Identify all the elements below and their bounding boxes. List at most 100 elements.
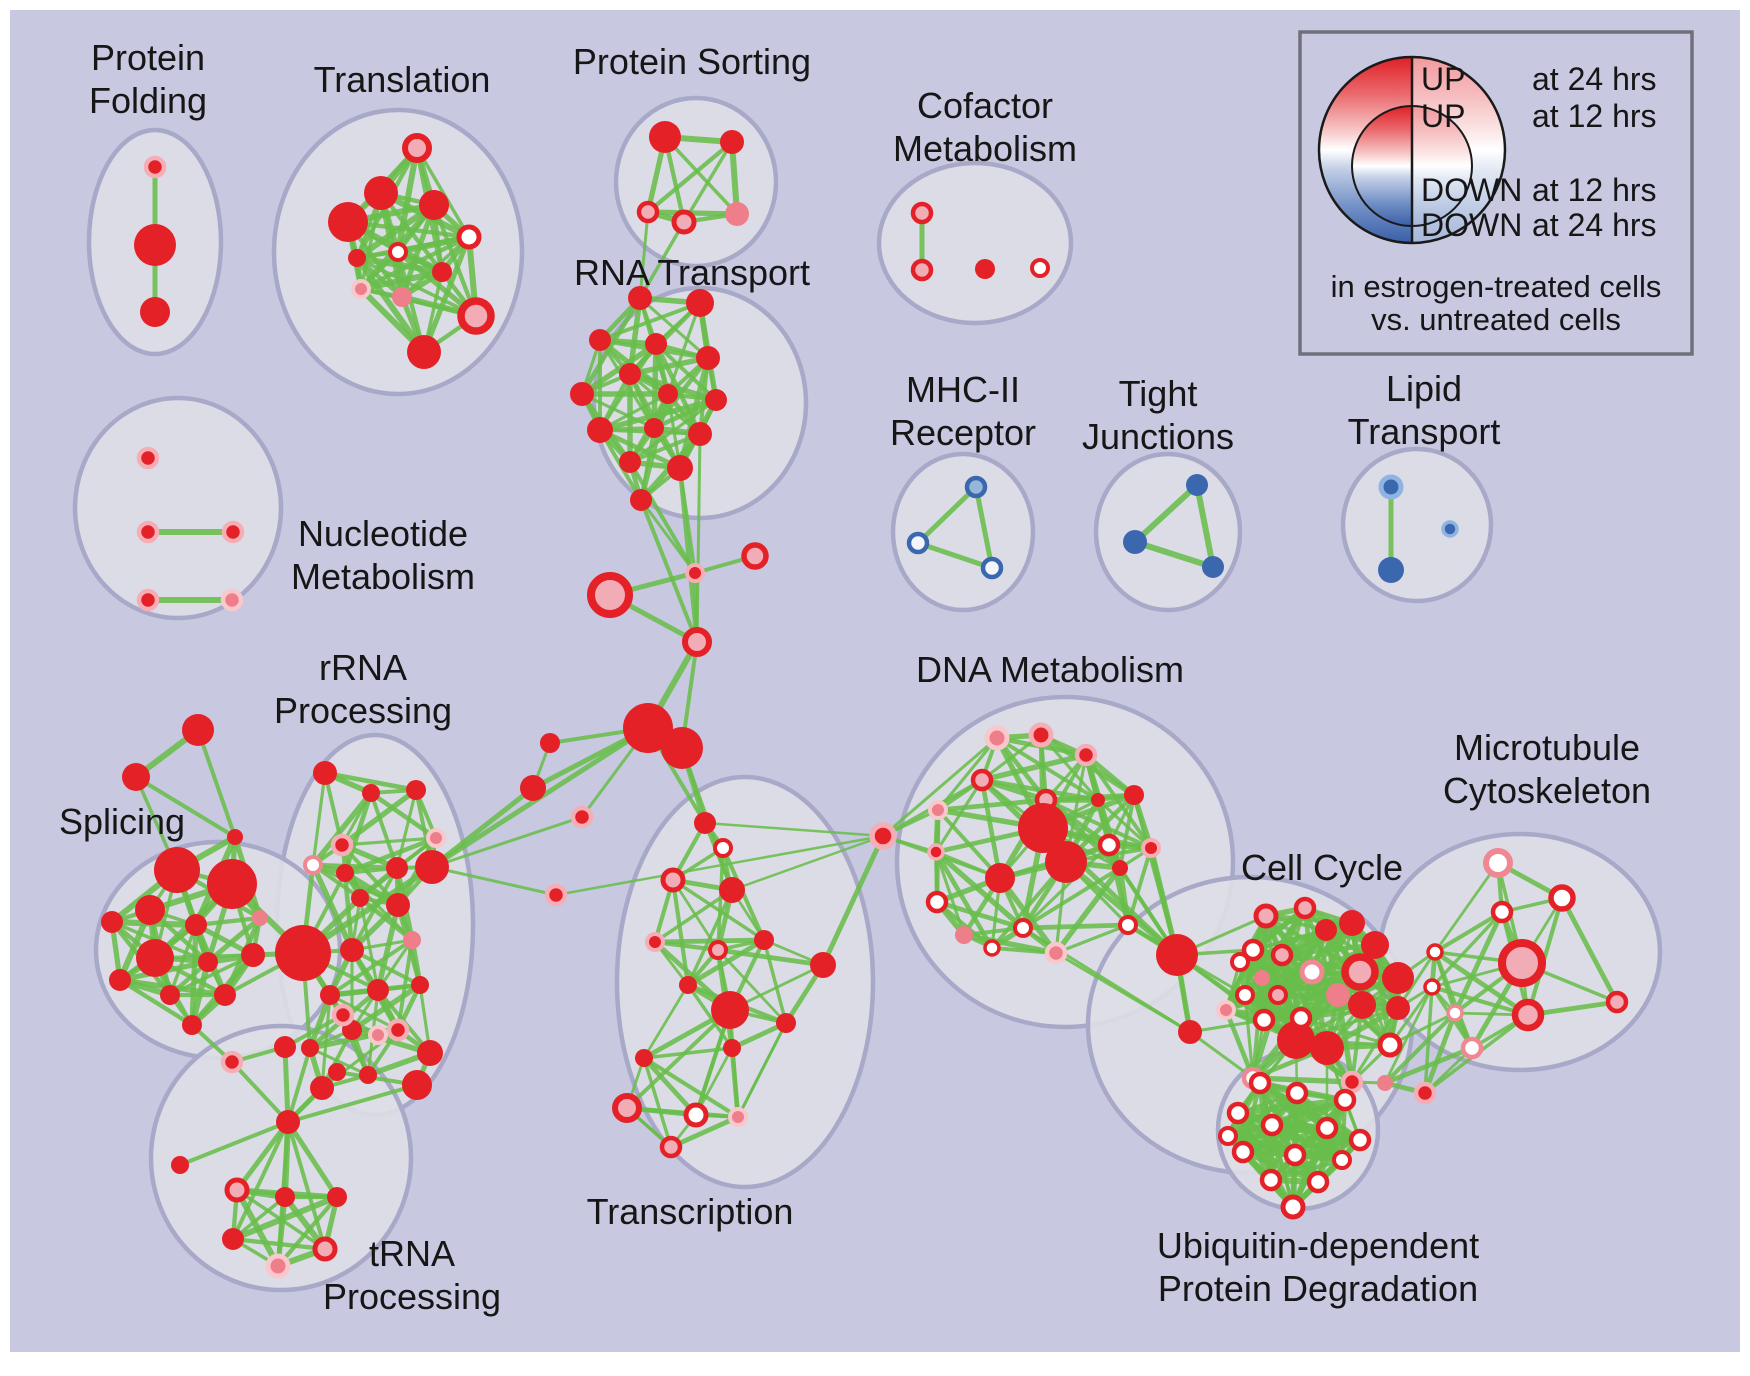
gene-node [386, 893, 410, 917]
gene-node [720, 130, 744, 154]
gene-node [1341, 953, 1379, 991]
interaction-edge [322, 770, 419, 793]
interaction-edge [1225, 1133, 1345, 1163]
gene-node [1293, 896, 1317, 920]
gene-node [682, 627, 712, 657]
cluster-label-transcription: Transcription [587, 1191, 794, 1232]
cluster-label-lipid: Transport [1348, 411, 1501, 452]
gene-node [207, 859, 257, 909]
gene-node [411, 976, 429, 994]
gene-node [182, 1015, 202, 1035]
gene-node [1315, 1116, 1339, 1140]
gene-node [221, 520, 245, 544]
gene-node [984, 725, 1010, 751]
gene-node [906, 531, 930, 555]
interaction-edge [229, 1193, 341, 1243]
interaction-edge [286, 1083, 419, 1124]
gene-node [955, 926, 973, 944]
gene-node [589, 329, 611, 351]
interaction-edge [677, 465, 700, 645]
legend-down24-time: at 24 hrs [1532, 207, 1657, 243]
gene-node [1260, 1113, 1284, 1137]
cluster-ellipse-nucleotide [72, 395, 284, 621]
gene-node [1277, 1021, 1315, 1059]
gene-node [313, 761, 337, 785]
gene-node [1018, 803, 1068, 853]
cluster-label-microtubule: Cytoskeleton [1443, 770, 1651, 811]
gene-node [705, 389, 727, 411]
cluster-label-trna: tRNA [369, 1233, 455, 1274]
gene-node [1013, 918, 1033, 938]
interaction-edge [1433, 861, 1500, 954]
gene-node [312, 1236, 338, 1262]
interaction-edge [729, 1045, 741, 1120]
gene-node [388, 242, 408, 262]
interaction-edge [1279, 942, 1378, 958]
gene-node [708, 940, 728, 960]
gene-node [927, 843, 945, 861]
gene-node [619, 451, 641, 473]
interaction-edge [628, 460, 697, 575]
gene-node [679, 976, 697, 994]
cluster-label-protein_folding: Folding [89, 80, 207, 121]
gene-node [776, 1013, 796, 1033]
legend-footnote-1: in estrogen-treated cells [1331, 269, 1662, 304]
gene-node [1490, 900, 1514, 924]
interaction-edge [310, 862, 355, 953]
interaction-edge [285, 1119, 340, 1200]
interaction-edge [349, 982, 423, 1033]
gene-node [1156, 934, 1198, 976]
cluster-label-cofactor: Metabolism [893, 128, 1077, 169]
legend: UP at 24 hrs UP at 12 hrs DOWN at 12 hrs… [1298, 30, 1694, 356]
gene-node [658, 384, 678, 404]
gene-node [1253, 903, 1279, 929]
gene-node [274, 1036, 296, 1058]
gene-node [644, 418, 664, 438]
cluster-label-cell_cycle: Cell Cycle [1241, 847, 1403, 888]
interaction-edge [231, 1120, 290, 1241]
interaction-edge [286, 1046, 312, 1124]
gene-node [402, 133, 432, 163]
gene-node [351, 889, 369, 907]
interaction-edge [342, 835, 439, 876]
interaction-edge [579, 341, 659, 397]
interaction-edge [282, 1044, 291, 1125]
gene-node [696, 346, 720, 370]
interaction-edge [694, 1046, 734, 1117]
interaction-edge [597, 397, 719, 433]
gene-node [109, 969, 131, 991]
interaction-edge [716, 948, 788, 1025]
gene-node [143, 155, 167, 179]
gene-node [1241, 938, 1265, 962]
cluster-ellipse-trna [148, 1023, 414, 1293]
gene-node [975, 259, 995, 279]
gene-node [667, 455, 693, 481]
interaction-edge [355, 256, 478, 318]
interaction-edge [234, 1119, 291, 1193]
interaction-edge [1188, 1018, 1266, 1034]
cluster-label-nucleotide: Nucleotide [298, 513, 468, 554]
gene-node [368, 1025, 388, 1045]
interaction-edge [730, 834, 885, 892]
interaction-edge [652, 939, 721, 953]
interaction-edge [997, 875, 1059, 956]
gene-node [367, 979, 389, 1001]
gene-node [810, 952, 836, 978]
gene-node [1289, 1006, 1313, 1030]
cluster-label-translation: Translation [314, 59, 491, 100]
gene-node [1124, 785, 1144, 805]
interaction-edge [881, 736, 999, 838]
gene-node [320, 985, 340, 1005]
gene-node [683, 1102, 709, 1128]
gene-node [1218, 1126, 1238, 1146]
gene-node [685, 563, 705, 583]
gene-node [723, 1039, 741, 1057]
gene-node [1178, 1020, 1202, 1044]
interaction-edge [340, 836, 438, 847]
gene-node [1030, 258, 1050, 278]
gene-node [101, 911, 123, 933]
cluster-label-rna_transport: RNA Transport [574, 252, 810, 293]
gene-node [1268, 985, 1288, 1005]
interaction-edge [682, 140, 734, 224]
